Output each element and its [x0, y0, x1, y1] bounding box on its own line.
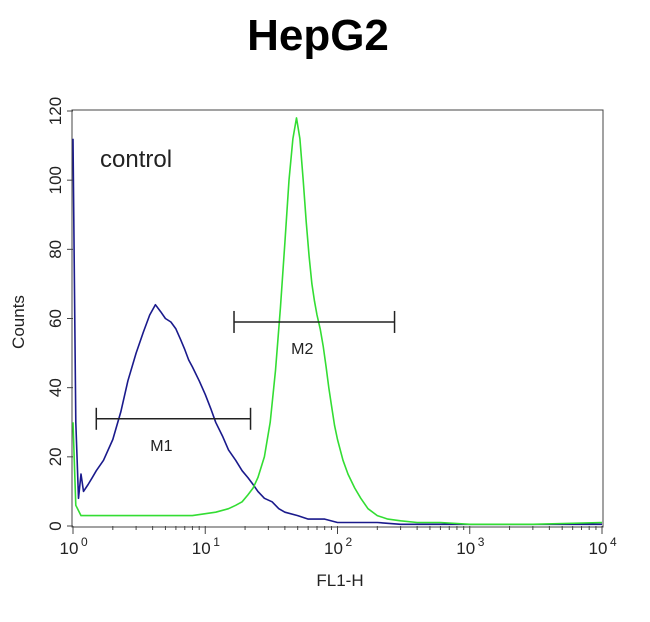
marker-label: M1 — [150, 438, 172, 455]
x-tick-label: 10 — [60, 539, 79, 558]
chart-title: HepG2 — [247, 11, 389, 60]
x-tick-exponent: 4 — [610, 535, 617, 549]
y-tick-label: 120 — [46, 97, 65, 125]
y-tick-label: 20 — [46, 447, 65, 466]
series-line-2 — [72, 117, 603, 526]
y-tick-label: 0 — [46, 521, 65, 530]
control-annotation: control — [100, 146, 172, 173]
y-tick-label: 80 — [46, 240, 65, 259]
x-axis-label: FL1-H — [316, 571, 363, 590]
x-tick-label: 10 — [456, 539, 475, 558]
x-tick-exponent: 3 — [478, 535, 485, 549]
y-axis-label: Counts — [9, 295, 28, 349]
x-tick-exponent: 0 — [81, 535, 88, 549]
x-axis-ticks: 10 0 10 1 10 2 10 3 10 4 — [60, 526, 617, 558]
series-line-1 — [72, 138, 602, 526]
plot-area — [73, 111, 602, 526]
y-tick-label: 40 — [46, 378, 65, 397]
x-tick-label: 10 — [324, 539, 343, 558]
x-tick-label: 10 — [192, 539, 211, 558]
x-tick-label: 10 — [589, 539, 608, 558]
y-axis-ticks: 0 20 40 60 80 100 120 — [46, 97, 73, 531]
x-tick-exponent: 1 — [213, 535, 220, 549]
y-tick-label: 60 — [46, 309, 65, 328]
marker-layer: M1 M2 — [95, 310, 396, 455]
marker-label: M2 — [291, 341, 313, 358]
x-tick-exponent: 2 — [346, 535, 353, 549]
series-layer — [72, 117, 603, 526]
y-tick-label: 100 — [46, 166, 65, 194]
